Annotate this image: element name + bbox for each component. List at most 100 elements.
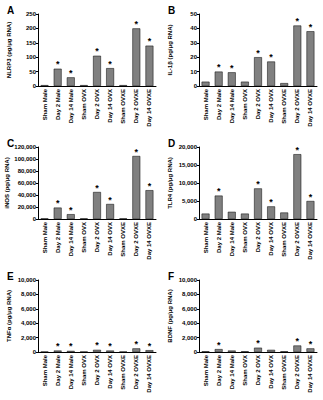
svg-text:Sham OVX: Sham OVX: [242, 222, 248, 253]
svg-text:Sham OVXE: Sham OVXE: [120, 355, 126, 390]
svg-text:2,000: 2,000: [182, 335, 198, 341]
svg-text:Sham OVX: Sham OVX: [242, 355, 248, 386]
svg-text:*: *: [56, 59, 60, 69]
svg-text:BDNF (pg/μg RNA): BDNF (pg/μg RNA): [167, 289, 173, 342]
svg-text:TLR4 (pg/μg RNA): TLR4 (pg/μg RNA): [167, 157, 173, 209]
svg-text:*: *: [230, 63, 234, 73]
svg-text:*: *: [269, 197, 273, 207]
svg-text:Sham OVX: Sham OVX: [81, 355, 87, 386]
svg-text:30: 30: [190, 40, 197, 46]
svg-text:*: *: [256, 48, 260, 58]
svg-text:Day 14 OVXE: Day 14 OVXE: [146, 355, 152, 393]
svg-text:10,000: 10,000: [18, 277, 37, 283]
svg-text:Day 2 OVXE: Day 2 OVXE: [294, 355, 300, 389]
svg-text:Day 2 OVXE: Day 2 OVXE: [294, 222, 300, 256]
svg-text:5,000: 5,000: [182, 198, 198, 204]
svg-text:Day 2 Male: Day 2 Male: [216, 88, 222, 120]
svg-text:Sham OVXE: Sham OVXE: [120, 222, 126, 257]
svg-text:IL-1β (pg/μg RNA): IL-1β (pg/μg RNA): [167, 25, 173, 76]
svg-text:*: *: [148, 36, 152, 46]
svg-text:Sham Male: Sham Male: [42, 88, 48, 120]
svg-text:Day 2 Male: Day 2 Male: [55, 88, 61, 120]
svg-text:Day 2 OVXE: Day 2 OVXE: [294, 89, 300, 123]
svg-text:0: 0: [194, 83, 198, 89]
svg-text:TNFα (pg/μg RNA): TNFα (pg/μg RNA): [6, 290, 12, 342]
svg-text:C: C: [7, 138, 14, 149]
svg-text:2,000: 2,000: [21, 335, 37, 341]
svg-text:B: B: [168, 5, 175, 16]
svg-text:Day 2 OVX: Day 2 OVX: [255, 222, 261, 252]
svg-text:10: 10: [190, 69, 197, 75]
svg-text:Day 14 OVXE: Day 14 OVXE: [307, 89, 313, 127]
svg-text:4,000: 4,000: [21, 320, 37, 326]
svg-text:Sham OVXE: Sham OVXE: [281, 89, 287, 124]
svg-text:Sham OVXE: Sham OVXE: [120, 89, 126, 124]
svg-text:*: *: [56, 198, 60, 208]
svg-text:200: 200: [26, 25, 37, 31]
svg-text:Sham OVX: Sham OVX: [81, 89, 87, 120]
svg-text:Sham OVXE: Sham OVXE: [281, 222, 287, 257]
svg-text:Day 14 Male: Day 14 Male: [68, 354, 74, 389]
svg-text:*: *: [135, 19, 139, 29]
svg-text:6,000: 6,000: [182, 306, 198, 312]
svg-text:D: D: [168, 138, 175, 149]
svg-text:8,000: 8,000: [182, 291, 198, 297]
svg-text:Day 14 OVX: Day 14 OVX: [107, 355, 113, 389]
svg-text:8,000: 8,000: [21, 291, 37, 297]
svg-text:*: *: [309, 192, 313, 202]
svg-text:*: *: [69, 205, 73, 215]
svg-text:*: *: [256, 179, 260, 189]
svg-text:*: *: [95, 46, 99, 56]
svg-text:Day 2 OVX: Day 2 OVX: [255, 355, 261, 385]
svg-text:Day 2 Male: Day 2 Male: [216, 221, 222, 253]
svg-text:Sham Male: Sham Male: [203, 221, 209, 253]
svg-text:Sham OVX: Sham OVX: [242, 89, 248, 120]
svg-text:50: 50: [190, 11, 197, 17]
svg-text:10,000: 10,000: [179, 180, 198, 186]
svg-text:Sham Male: Sham Male: [42, 221, 48, 253]
svg-text:100: 100: [26, 54, 37, 60]
svg-text:Day 2 OVX: Day 2 OVX: [255, 89, 261, 119]
svg-text:20,000: 20,000: [18, 204, 37, 210]
svg-text:*: *: [108, 195, 112, 205]
svg-text:*: *: [95, 183, 99, 193]
svg-text:*: *: [309, 22, 313, 32]
svg-text:150: 150: [26, 40, 37, 46]
svg-text:50: 50: [29, 69, 36, 75]
svg-text:10,000: 10,000: [179, 277, 198, 283]
svg-text:0: 0: [194, 349, 198, 355]
svg-text:Day 14 OVX: Day 14 OVX: [268, 222, 274, 256]
svg-text:*: *: [135, 147, 139, 157]
svg-text:0: 0: [33, 216, 37, 222]
svg-text:Day 2 Male: Day 2 Male: [55, 221, 61, 253]
svg-text:*: *: [217, 340, 221, 350]
svg-text:Day 14 Male: Day 14 Male: [68, 88, 74, 123]
svg-text:Sham Male: Sham Male: [203, 354, 209, 386]
svg-text:6,000: 6,000: [21, 306, 37, 312]
svg-text:Day 14 Male: Day 14 Male: [229, 221, 235, 256]
svg-text:*: *: [296, 16, 300, 26]
svg-text:Day 14 OVX: Day 14 OVX: [268, 89, 274, 123]
svg-text:20: 20: [190, 54, 197, 60]
svg-text:Day 14 OVX: Day 14 OVX: [107, 89, 113, 123]
svg-text:*: *: [108, 341, 112, 351]
svg-text:*: *: [69, 68, 73, 78]
svg-text:*: *: [69, 341, 73, 351]
svg-text:0: 0: [33, 83, 37, 89]
svg-text:Day 14 OVX: Day 14 OVX: [107, 222, 113, 256]
svg-text:120,000: 120,000: [14, 144, 36, 150]
svg-text:Day 14 Male: Day 14 Male: [229, 88, 235, 123]
svg-text:15,000: 15,000: [179, 162, 198, 168]
svg-text:Day 2 OVXE: Day 2 OVXE: [133, 89, 139, 123]
svg-text:Sham Male: Sham Male: [203, 88, 209, 120]
svg-text:Day 2 OVX: Day 2 OVX: [94, 89, 100, 119]
svg-text:250: 250: [26, 11, 37, 17]
svg-text:20,000: 20,000: [179, 144, 198, 150]
svg-text:Sham Male: Sham Male: [42, 354, 48, 386]
svg-text:Day 2 OVX: Day 2 OVX: [94, 222, 100, 252]
svg-text:*: *: [269, 52, 273, 62]
svg-text:E: E: [7, 271, 14, 282]
svg-text:*: *: [108, 59, 112, 69]
svg-text:Day 14 OVX: Day 14 OVX: [268, 355, 274, 389]
svg-text:*: *: [148, 181, 152, 191]
